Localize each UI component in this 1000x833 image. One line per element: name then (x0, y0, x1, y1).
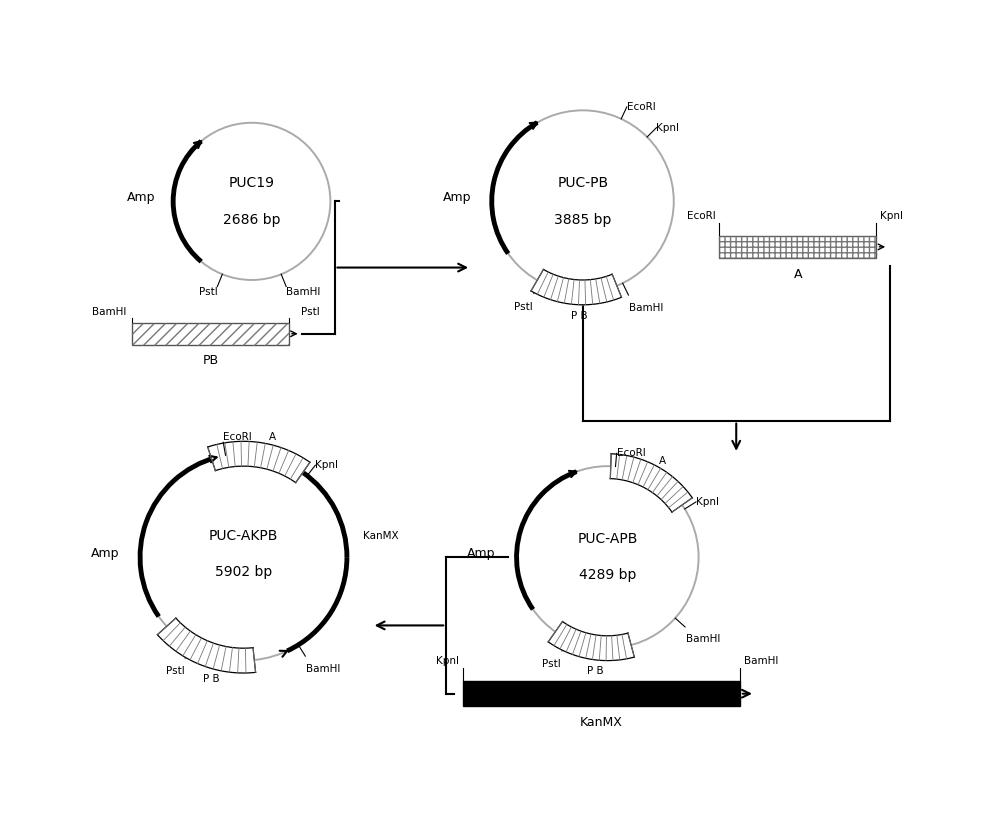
Text: A: A (659, 456, 666, 466)
Text: PUC-APB: PUC-APB (577, 532, 638, 546)
Text: P B: P B (587, 666, 603, 676)
Polygon shape (531, 269, 621, 305)
Text: PUC-AKPB: PUC-AKPB (209, 530, 278, 543)
Text: BamHI: BamHI (629, 303, 664, 313)
Text: KpnI: KpnI (436, 656, 459, 666)
Text: Amp: Amp (443, 191, 471, 204)
Text: PstI: PstI (199, 287, 217, 297)
Text: 2686 bp: 2686 bp (223, 212, 281, 227)
Text: Amp: Amp (467, 546, 496, 560)
Bar (132, 323, 289, 345)
Text: BamHI: BamHI (92, 307, 127, 317)
Text: Amp: Amp (91, 546, 119, 560)
Text: Amp: Amp (126, 191, 155, 204)
Text: EcoRI: EcoRI (617, 448, 645, 458)
Polygon shape (157, 618, 256, 673)
Polygon shape (548, 621, 634, 661)
Text: BamHI: BamHI (686, 634, 721, 644)
Polygon shape (208, 441, 310, 482)
Text: 4289 bp: 4289 bp (579, 568, 636, 582)
Bar (719, 236, 876, 257)
Polygon shape (610, 454, 692, 512)
Text: PstI: PstI (542, 659, 561, 669)
Bar (719, 236, 876, 257)
Text: EcoRI: EcoRI (687, 212, 716, 222)
Text: PB: PB (202, 355, 218, 367)
Text: PUC19: PUC19 (229, 176, 275, 190)
Text: KanMX: KanMX (363, 531, 399, 541)
Text: PstI: PstI (514, 302, 533, 312)
Text: PstI: PstI (166, 666, 184, 676)
Text: P B: P B (571, 312, 588, 322)
Text: BamHI: BamHI (306, 665, 341, 675)
Text: EcoRI: EcoRI (627, 102, 656, 112)
Text: KpnI: KpnI (315, 460, 338, 471)
Text: KpnI: KpnI (880, 212, 903, 222)
Text: KpnI: KpnI (656, 122, 679, 132)
Text: A: A (794, 267, 802, 281)
Bar (463, 681, 740, 706)
Text: KpnI: KpnI (696, 497, 719, 507)
Text: BamHI: BamHI (744, 656, 778, 666)
Bar (132, 323, 289, 345)
Text: PUC-PB: PUC-PB (557, 176, 608, 190)
Text: EcoRI: EcoRI (223, 432, 252, 442)
Text: BamHI: BamHI (286, 287, 321, 297)
Text: PstI: PstI (301, 307, 319, 317)
Text: P B: P B (203, 674, 220, 684)
Text: KanMX: KanMX (580, 716, 623, 729)
Text: 3885 bp: 3885 bp (554, 212, 611, 227)
Text: 5902 bp: 5902 bp (215, 565, 272, 579)
Text: A: A (269, 432, 276, 442)
